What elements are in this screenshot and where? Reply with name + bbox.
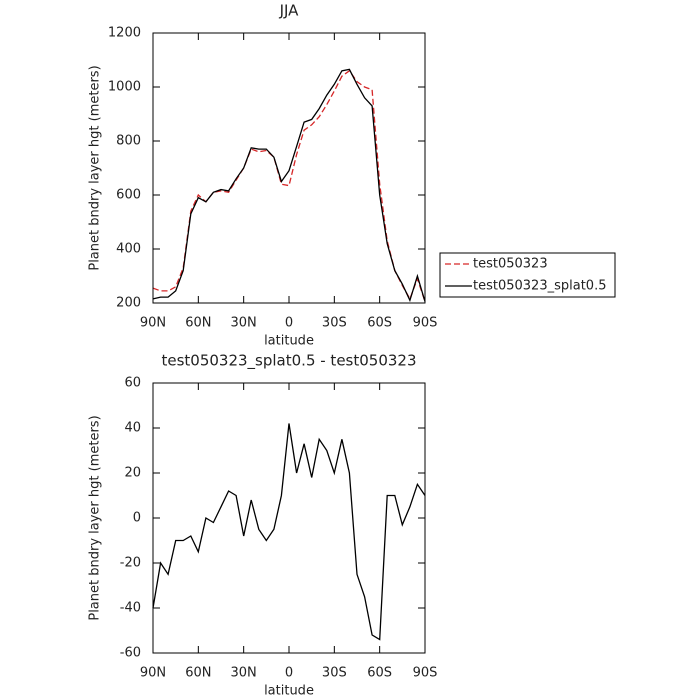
x-axis-label: latitude [264,684,314,699]
plot-frame [152,32,426,304]
x-tick-label: 90S [413,666,438,681]
plot-frame [152,382,426,654]
x-tick-label: 30N [231,316,257,331]
chart-title: JJA [279,2,300,20]
y-tick-label: 20 [124,466,141,481]
y-tick-label: -20 [120,556,141,571]
legend-box [439,252,616,298]
x-tick-label: 30N [231,666,257,681]
y-tick-label: 60 [124,376,141,391]
data-line [152,68,426,303]
x-tick-label: 60S [367,316,392,331]
legend-label: test050323_splat0.5 [473,279,606,294]
data-line [152,69,426,302]
chart-title: test050323_splat0.5 - test050323 [161,352,416,371]
y-tick-label: 200 [116,296,141,311]
legend-label: test050323 [473,257,548,272]
x-tick-label: 90N [140,666,166,681]
y-axis-label: Planet bndry layer hgt (meters) [88,415,103,620]
y-tick-label: 0 [133,511,141,526]
x-tick-label: 90S [413,316,438,331]
y-axis-label: Planet bndry layer hgt (meters) [88,65,103,270]
data-line [152,423,426,641]
y-tick-label: -40 [120,601,141,616]
y-tick-label: 1000 [108,80,141,95]
x-tick-label: 60N [185,666,211,681]
y-tick-label: 400 [116,242,141,257]
x-tick-label: 60N [185,316,211,331]
x-axis-label: latitude [264,334,314,349]
x-tick-label: 60S [367,666,392,681]
y-tick-label: 600 [116,188,141,203]
x-tick-label: 30S [322,666,347,681]
x-tick-label: 30S [322,316,347,331]
x-tick-label: 0 [285,666,293,681]
x-tick-label: 90N [140,316,166,331]
y-tick-label: 40 [124,421,141,436]
y-tick-label: 1200 [108,26,141,41]
y-tick-label: 800 [116,134,141,149]
x-tick-label: 0 [285,316,293,331]
y-tick-label: -60 [120,646,141,661]
